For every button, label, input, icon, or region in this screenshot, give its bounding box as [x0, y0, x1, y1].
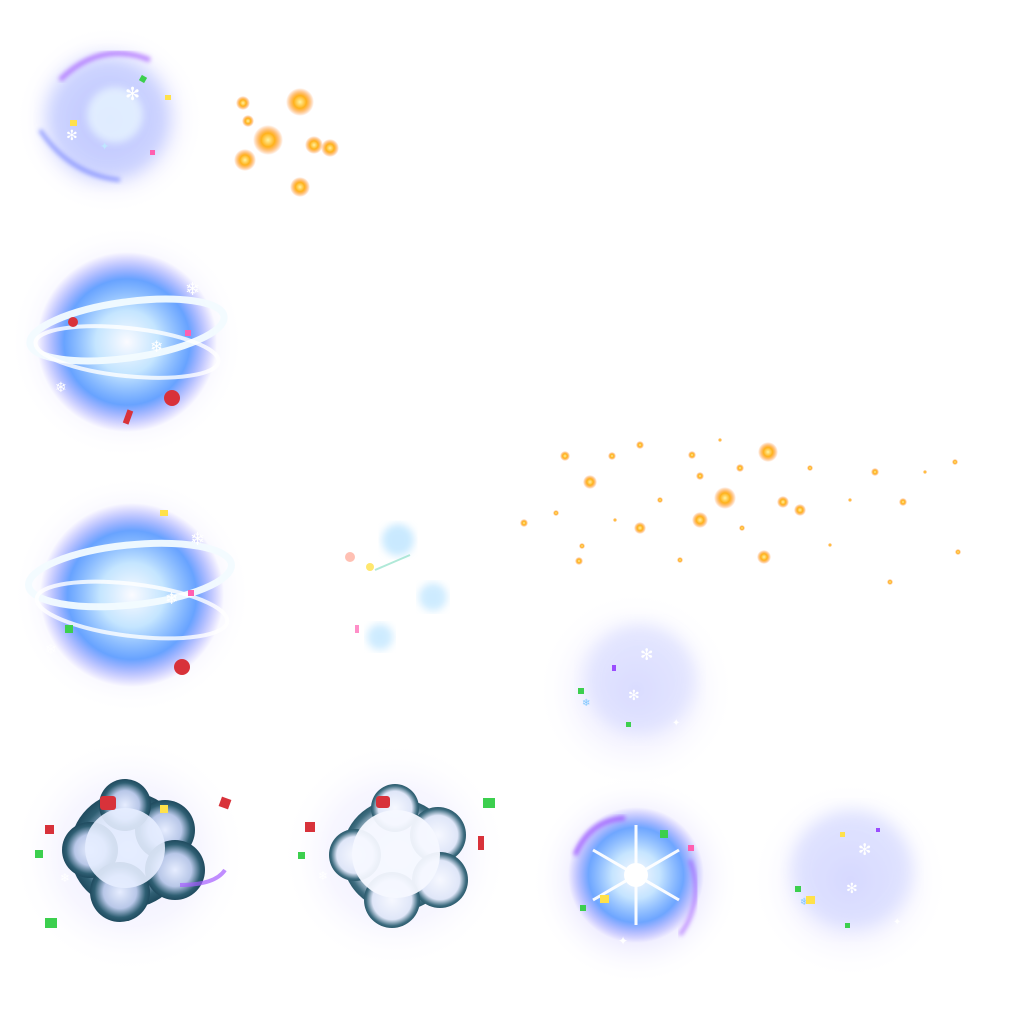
svg-text:❄: ❄ — [45, 642, 57, 658]
svg-text:✦: ✦ — [672, 718, 680, 729]
sprite-soft-haze-burst: ✻ ✻ ❄ ✦ — [750, 780, 950, 980]
svg-text:❄: ❄ — [55, 380, 67, 396]
sprite-faint-sparkles — [345, 524, 447, 650]
sprite-snowburst-small: ✻ ✻ ✦ — [15, 25, 205, 215]
svg-text:✻: ✻ — [640, 645, 653, 664]
sprite-smoke-cloud-dark: ❄ — [10, 735, 250, 975]
sprite-fading-burst: ✻ ✻ ❄ ✦ — [536, 590, 736, 790]
sprite-ring-burst-a: ❄ ❄ ❄ — [9, 224, 245, 460]
svg-text:✻: ✻ — [858, 840, 871, 859]
svg-text:✻: ✻ — [66, 128, 78, 144]
svg-text:❄: ❄ — [800, 897, 808, 908]
sprite-smoke-cloud-light: ❄ — [280, 740, 510, 970]
svg-text:✦: ✦ — [618, 934, 628, 948]
sprite-ring-burst-b: ❄ ❄ ❄ — [12, 475, 252, 715]
svg-text:✻: ✻ — [125, 84, 140, 105]
svg-text:❄: ❄ — [190, 529, 205, 550]
svg-text:❄: ❄ — [150, 337, 163, 356]
sprite-ember-trail — [520, 438, 961, 585]
sprite-ember-cluster — [234, 88, 339, 197]
svg-text:❄: ❄ — [318, 869, 328, 883]
svg-text:❄: ❄ — [165, 589, 178, 608]
svg-text:❄: ❄ — [185, 279, 200, 300]
svg-text:✦: ✦ — [893, 917, 901, 928]
svg-text:❄: ❄ — [60, 871, 70, 885]
svg-text:✻: ✻ — [628, 688, 640, 704]
svg-text:✻: ✻ — [846, 881, 858, 897]
sprite-snowflake-burst: ✦ — [531, 775, 741, 985]
svg-text:✦: ✦ — [100, 140, 109, 153]
svg-text:❄: ❄ — [582, 698, 590, 709]
